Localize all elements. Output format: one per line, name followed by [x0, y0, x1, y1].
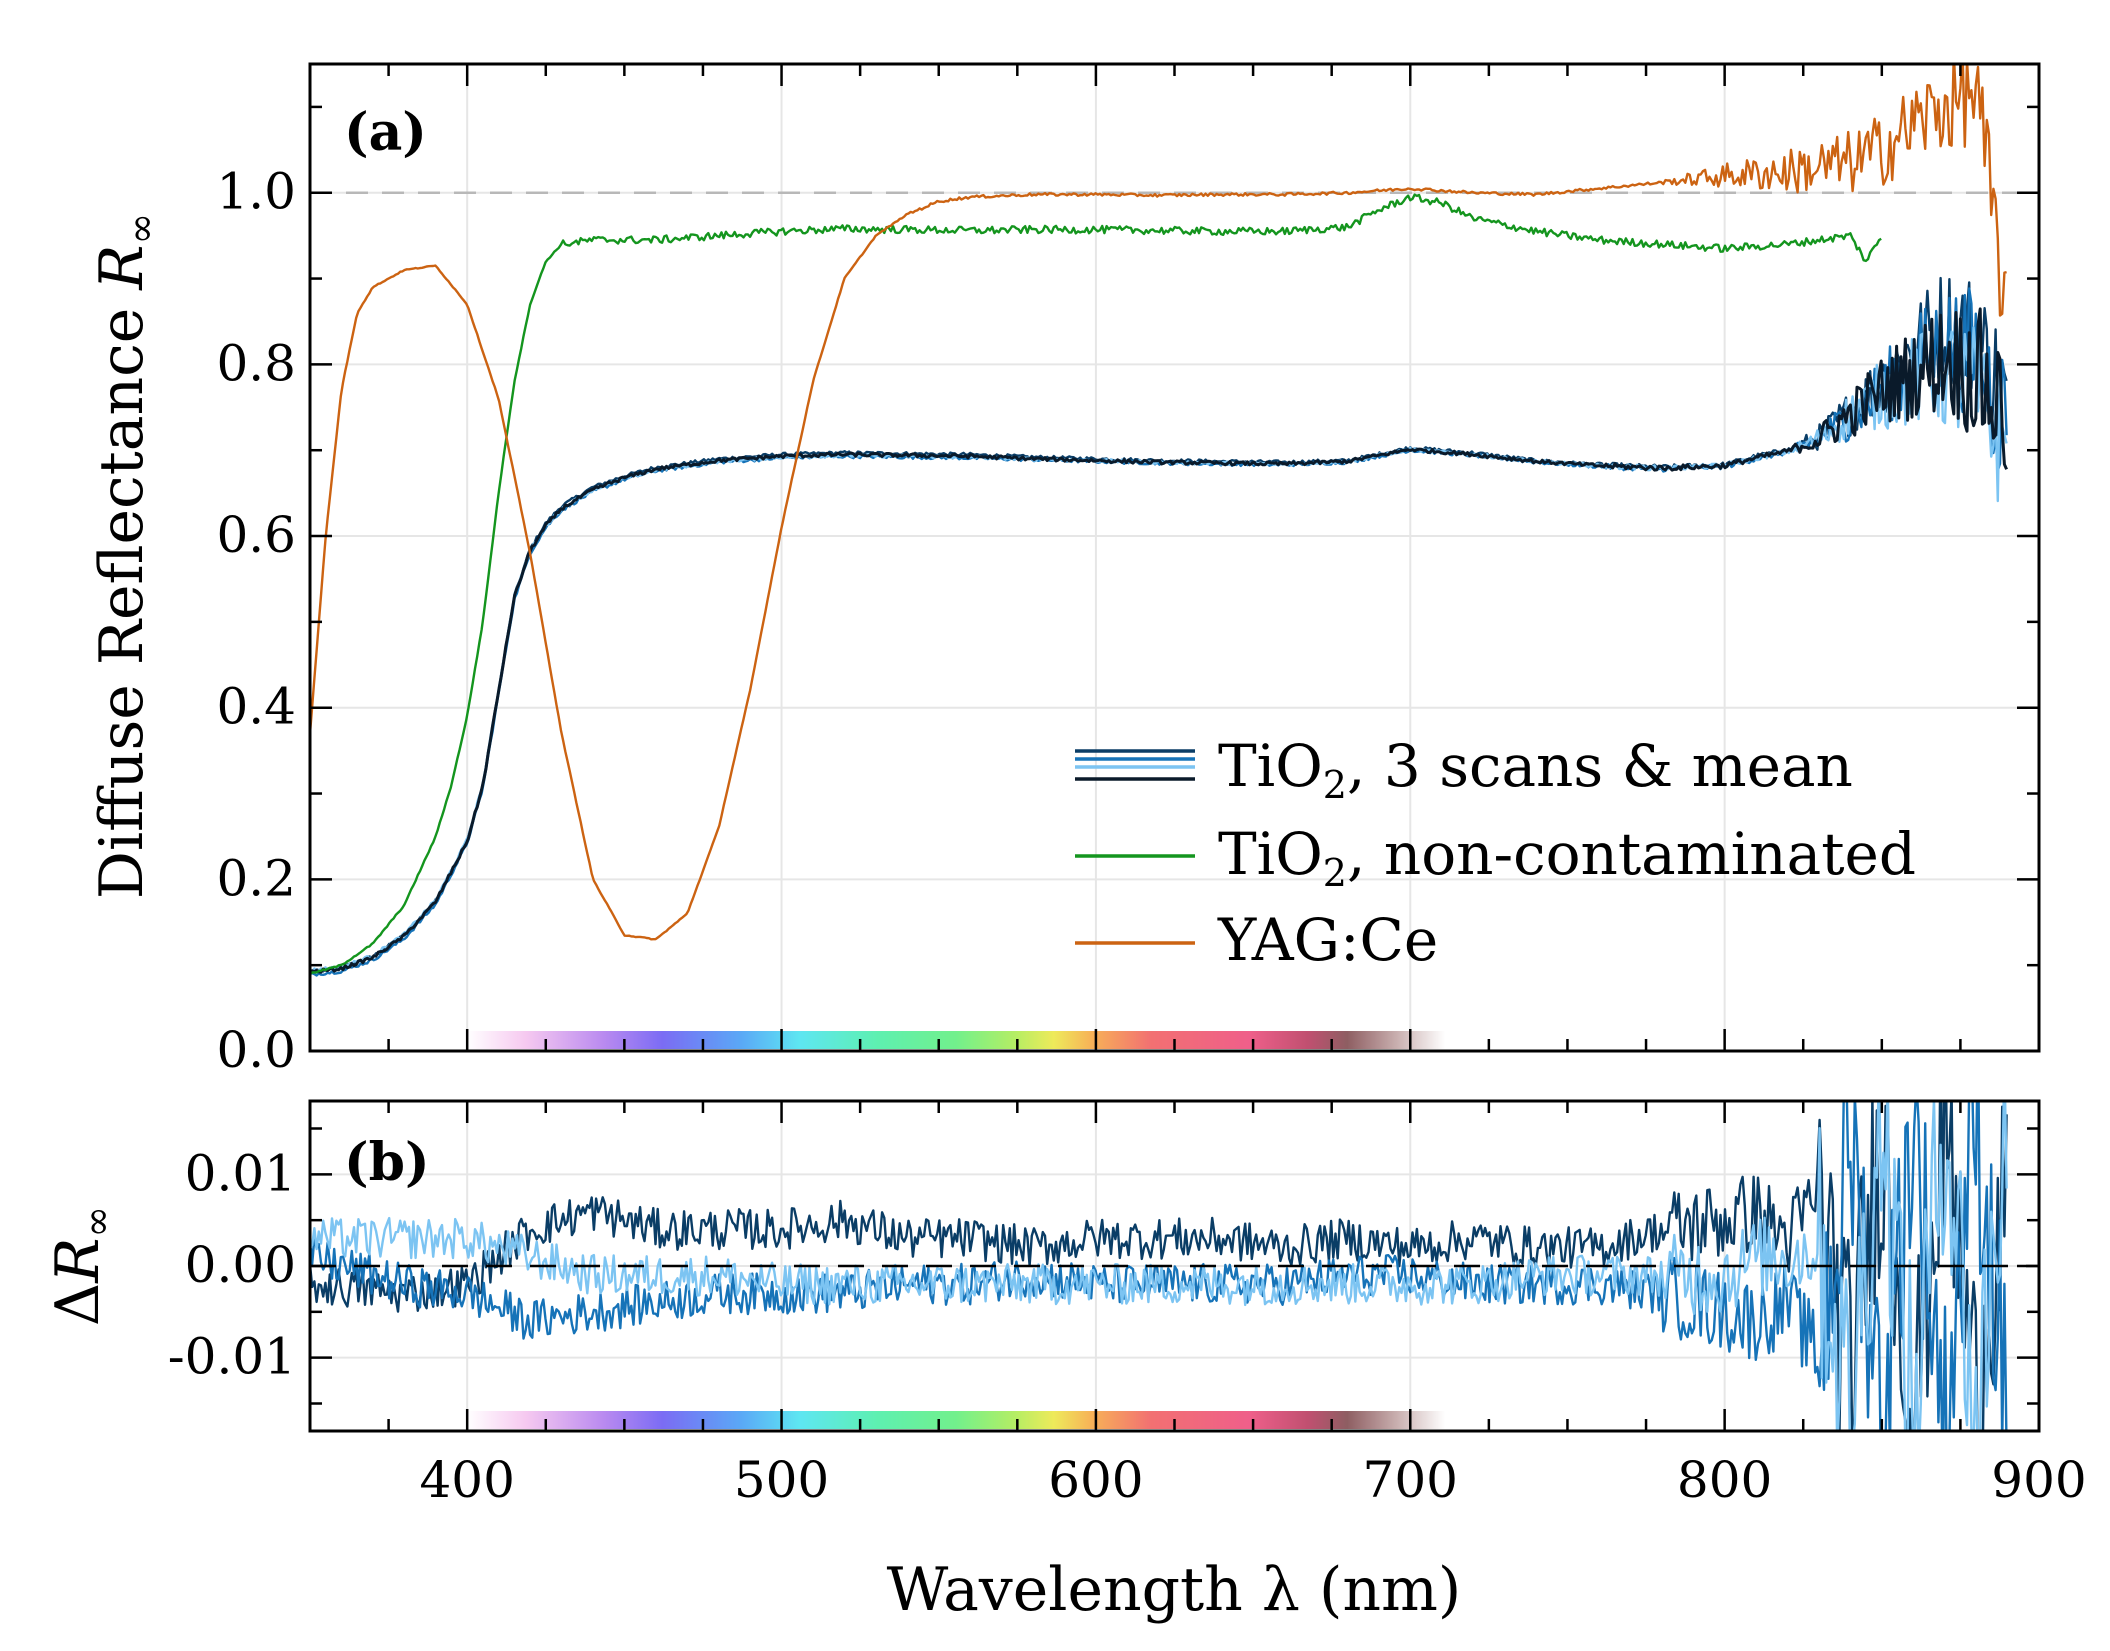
legend-entry-yag-ce: YAG:Ce: [1075, 906, 1438, 974]
series-scan-3-deviation: [310, 1101, 2008, 1431]
panel-a-frame: [308, 62, 2041, 1053]
panel-a-series: [310, 64, 2008, 977]
xtick-label-4: 800: [1677, 1451, 1772, 1509]
panel-a-y-axis-title: Diffuse Reflectance R∞: [87, 213, 163, 899]
panel-a-visible-spectrum-bar: [467, 1031, 1445, 1049]
panel-b-series: [310, 1101, 2008, 1431]
panel-a-grid: [310, 64, 2040, 1052]
legend-label-tio2-non-contaminated: TiO2, non-contaminated: [1218, 820, 1916, 895]
panel-b-visible-spectrum-bar: [467, 1411, 1445, 1429]
a-ytick-label-2: 0.4: [216, 678, 296, 736]
panel-b-y-axis-delta: Δ: [43, 1283, 113, 1326]
legend-label-tio2-scans: TiO2, 3 scans & mean: [1218, 732, 1853, 807]
x-axis-title: Wavelength λ (nm): [887, 1555, 1462, 1625]
legend-entry-tio2-scans: TiO2, 3 scans & mean: [1075, 732, 1853, 807]
xtick-label-1: 500: [734, 1451, 829, 1509]
panel-b-y-axis-symbol: R: [43, 1238, 113, 1284]
panel-a-ticks: 0.0 0.2 0.4 0.6 0.8 1.0: [216, 64, 2041, 1079]
xtick-label-5: 900: [1991, 1451, 2086, 1509]
panel-b-y-axis-title: ΔR∞: [43, 1206, 119, 1326]
series-yag-ce: [310, 64, 2007, 941]
b-ytick-label-2: 0.01: [185, 1144, 296, 1202]
panel-a-legend: TiO2, 3 scans & mean TiO2, non-contamina…: [1075, 732, 1916, 974]
series-tio2-non-contaminated: [310, 193, 1882, 975]
a-ytick-label-0: 0.0: [216, 1021, 296, 1079]
b-ytick-label-0: -0.01: [168, 1328, 296, 1386]
a-ytick-label-5: 1.0: [216, 163, 296, 221]
panel-a-y-axis-subscript: ∞: [119, 213, 163, 245]
a-ytick-label-3: 0.6: [216, 506, 296, 564]
xtick-label-0: 400: [419, 1451, 514, 1509]
series-scan-1-deviation: [310, 1101, 2008, 1431]
xtick-label-2: 600: [1048, 1451, 1143, 1509]
a-ytick-label-1: 0.2: [216, 849, 296, 907]
b-ytick-label-1: 0.00: [185, 1236, 296, 1294]
xtick-label-3: 700: [1363, 1451, 1458, 1509]
legend-swatch-tio2-scans: [1075, 749, 1195, 781]
panel-a-reflectance: 0.0 0.2 0.4 0.6 0.8 1.0 (a) Diffuse Reflectan…: [87, 62, 2041, 1079]
panel-a-y-axis-title-text: Diffuse Reflectance: [87, 308, 157, 899]
panel-a-label: (a): [344, 102, 427, 163]
legend-label-yag-ce: YAG:Ce: [1217, 906, 1438, 974]
panel-b-y-axis-subscript: ∞: [75, 1206, 119, 1238]
panel-a-y-axis-symbol: R: [87, 245, 157, 291]
series-tio2-mean: [310, 307, 2008, 975]
panel-b-ticks: -0.01 0.00 0.01 400 500 600 700 800 900: [168, 1101, 2087, 1509]
a-ytick-label-4: 0.8: [216, 334, 296, 392]
panel-b-label: (b): [344, 1132, 430, 1193]
legend-entry-tio2-non-contaminated: TiO2, non-contaminated: [1075, 820, 1916, 895]
